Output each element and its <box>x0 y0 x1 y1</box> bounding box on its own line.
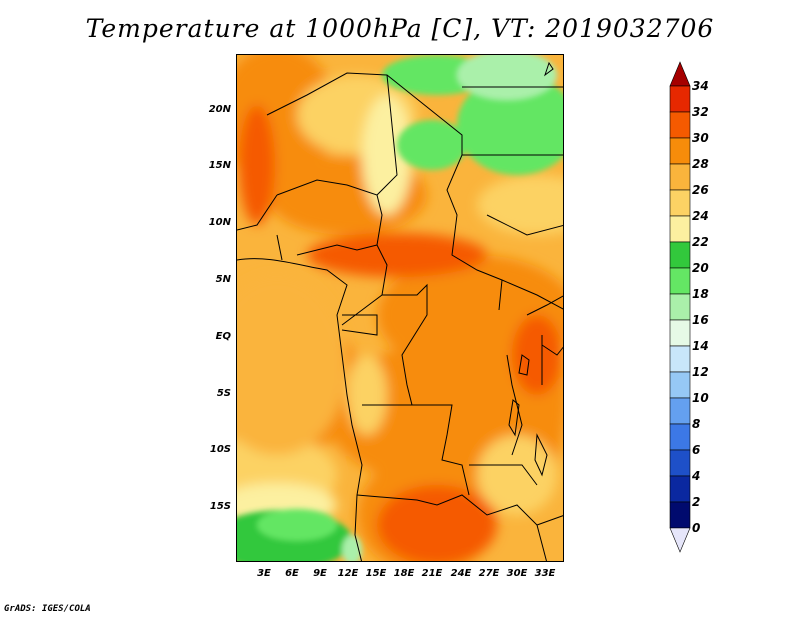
lon-label: 24E <box>450 568 472 579</box>
colorbar-label: 22 <box>692 235 709 249</box>
temperature-field <box>237 55 563 561</box>
map-title: Temperature at 1000hPa [C], VT: 20190327… <box>85 14 715 43</box>
colorbar-swatch <box>669 189 691 217</box>
colorbar-swatch <box>669 111 691 139</box>
colorbar-label: 20 <box>692 261 709 275</box>
lat-label: 20N <box>208 104 231 115</box>
lon-label: 27E <box>478 568 500 579</box>
lat-label: EQ <box>215 331 231 342</box>
colorbar-swatch <box>669 397 691 425</box>
lakes <box>508 61 554 477</box>
colorbar-swatch <box>669 345 691 373</box>
colorbar-label: 32 <box>692 105 709 119</box>
temperature-map <box>236 54 564 562</box>
colorbar-swatch <box>669 267 691 295</box>
colorbar-swatch <box>669 215 691 243</box>
colorbar-bottom-arrow <box>669 527 691 553</box>
colorbar-label: 16 <box>692 313 709 327</box>
lon-label: 18E <box>393 568 415 579</box>
lat-label: 15S <box>209 501 231 512</box>
colorbar-swatch <box>669 319 691 347</box>
colorbar-swatch <box>669 85 691 113</box>
lon-label: 33E <box>534 568 556 579</box>
colorbar-label: 0 <box>692 521 701 535</box>
colorbar-top-arrow <box>669 61 691 87</box>
colorbar-label: 10 <box>692 391 709 405</box>
lat-label: 10N <box>208 217 231 228</box>
lon-label: 21E <box>421 568 443 579</box>
colorbar-swatch <box>669 137 691 165</box>
lon-label: 30E <box>506 568 528 579</box>
colorbar-label: 28 <box>692 157 709 171</box>
colorbar-label: 18 <box>692 287 709 301</box>
colorbar-label: 4 <box>692 469 701 483</box>
colorbar-label: 24 <box>692 209 709 223</box>
colorbar-swatch <box>669 475 691 503</box>
colorbar-label: 2 <box>692 495 701 509</box>
colorbar-swatch <box>669 371 691 399</box>
colorbar-label: 8 <box>692 417 701 431</box>
colorbar-label: 14 <box>692 339 709 353</box>
lat-label: 5N <box>215 274 231 285</box>
lon-label: 6E <box>285 568 299 579</box>
lon-label: 12E <box>337 568 359 579</box>
lon-label: 15E <box>365 568 387 579</box>
colorbar <box>669 61 691 553</box>
lat-label: 10S <box>209 444 231 455</box>
lon-label: 3E <box>257 568 271 579</box>
lon-label: 9E <box>313 568 327 579</box>
colorbar-label: 30 <box>692 131 709 145</box>
colorbar-label: 26 <box>692 183 709 197</box>
colorbar-label: 12 <box>692 365 709 379</box>
colorbar-swatch <box>669 423 691 451</box>
colorbar-label: 6 <box>692 443 701 457</box>
grads-credit: GrADS: IGES/COLA <box>4 604 91 614</box>
colorbar-label: 34 <box>692 79 709 93</box>
colorbar-swatch <box>669 241 691 269</box>
colorbar-swatch <box>669 163 691 191</box>
lat-label: 15N <box>208 160 231 171</box>
colorbar-swatch <box>669 293 691 321</box>
colorbar-swatch <box>669 501 691 529</box>
lat-label: 5S <box>216 388 231 399</box>
country-borders <box>237 72 563 561</box>
colorbar-swatch <box>669 449 691 477</box>
